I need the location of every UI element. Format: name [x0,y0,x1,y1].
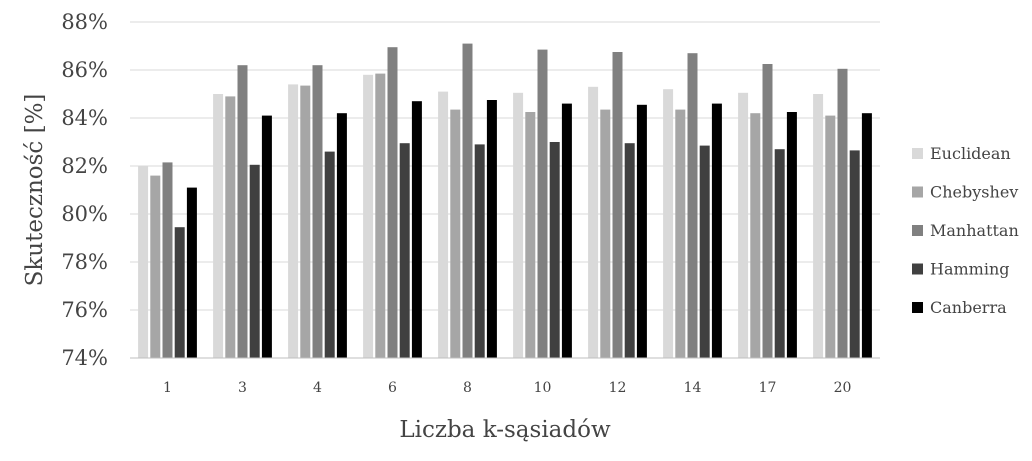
x-tick-label: 17 [759,380,777,396]
bar-euclidean [288,84,299,359]
bar-chebyshev [600,109,611,358]
bar-euclidean [213,94,224,358]
bar-chebyshev [675,109,686,358]
bar-chebyshev [825,115,836,358]
legend-label-canberra: Canberra [930,298,1007,317]
x-tick-label: 6 [388,380,397,396]
y-tick-label: 86% [61,58,108,82]
y-tick-label: 88% [61,10,108,34]
x-tick-label: 4 [313,380,322,396]
bar-canberra [711,103,722,358]
legend: Euclidean Chebyshev Manhattan Hamming Canber… [912,144,1019,317]
bar-canberra [861,113,872,358]
bar-chebyshev [375,73,386,358]
y-tick-label: 82% [61,154,108,178]
y-tick-label: 74% [61,346,108,370]
legend-swatch-euclidean [912,148,923,159]
bar-euclidean [363,74,374,359]
bar-canberra [561,103,572,358]
bar-hamming [849,150,860,358]
y-axis-title: Skuteczność [%] [22,94,48,287]
bar-manhattan [462,43,473,358]
y-axis-ticks: 74% 76% 78% 80% 82% 84% 86% 88% [61,10,108,370]
bar-canberra [636,104,647,358]
bar-manhattan [162,162,173,358]
bar-hamming [174,227,185,358]
bar-manhattan [537,49,548,358]
bar-euclidean [738,92,749,359]
bar-chebyshev [450,109,461,358]
y-tick-label: 76% [61,298,108,322]
legend-label-chebyshev: Chebyshev [930,183,1018,202]
bar-chebyshev [150,175,161,358]
bar-manhattan [837,68,848,359]
bar-hamming [249,164,260,358]
bar-canberra [261,115,272,358]
bar-hamming [399,143,410,358]
bar-canberra [786,112,797,358]
bar-canberra [486,100,497,358]
bar-hamming [774,149,785,358]
bar-hamming [624,143,635,358]
legend-label-manhattan: Manhattan [930,221,1019,240]
bar-canberra [186,187,197,358]
x-tick-label: 3 [238,380,247,396]
bar-manhattan [687,53,698,358]
bar-canberra [411,101,422,358]
bar-euclidean [813,94,824,358]
bar-manhattan [237,65,248,358]
legend-swatch-manhattan [912,225,923,236]
bar-chebyshev [525,112,536,358]
bar-manhattan [312,65,323,358]
y-tick-label: 80% [61,202,108,226]
legend-label-euclidean: Euclidean [930,144,1011,163]
y-tick-label: 78% [61,250,108,274]
x-axis-ticks: 1 3 4 6 8 10 12 14 17 20 [163,380,851,396]
bar-chebyshev [750,113,761,358]
x-tick-label: 10 [534,380,552,396]
bar-hamming [549,142,560,358]
bar-hamming [474,144,485,358]
x-tick-label: 14 [684,380,702,396]
bar-euclidean [513,92,524,359]
bar-hamming [699,145,710,358]
legend-swatch-canberra [912,302,923,313]
bar-euclidean [438,91,449,358]
bar-euclidean [663,89,674,358]
bar-canberra [336,113,347,358]
legend-swatch-chebyshev [912,186,923,198]
x-tick-label: 8 [463,380,472,396]
x-tick-label: 1 [163,380,172,396]
bar-euclidean [138,166,149,358]
legend-swatch-hamming [912,263,923,275]
legend-label-hamming: Hamming [930,260,1010,279]
bar-chebyshev [300,85,311,358]
x-tick-label: 12 [609,380,627,396]
y-tick-label: 84% [61,106,108,130]
bar-manhattan [762,64,773,358]
bars [138,43,872,359]
bar-chebyshev [225,96,236,359]
x-tick-label: 20 [834,380,852,396]
bar-euclidean [588,86,599,359]
bar-manhattan [612,52,623,358]
x-axis-title: Liczba k-sąsiadów [399,417,611,443]
bar-hamming [324,151,335,358]
bar-manhattan [387,47,398,358]
